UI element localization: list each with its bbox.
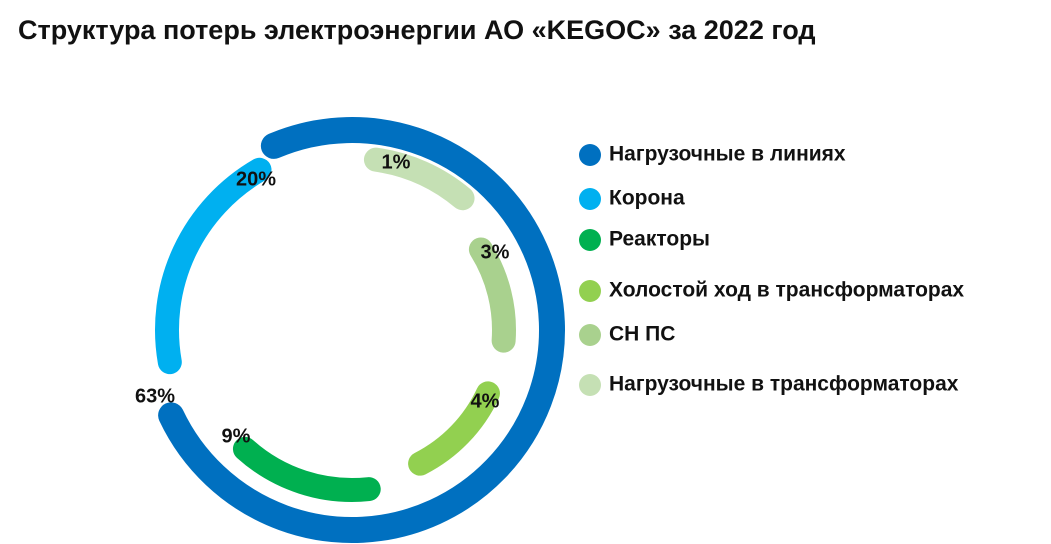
legend-marker (579, 229, 601, 251)
legend-marker (579, 280, 601, 302)
arc-segment (363, 147, 475, 211)
legend-marker (579, 188, 601, 210)
arc-segment (232, 436, 381, 502)
legend-marker (579, 374, 601, 396)
legend-label: Нагрузочные в трансформаторах (609, 373, 959, 396)
legend-label: Реакторы (609, 228, 710, 251)
legend-label: СН ПС (609, 323, 675, 346)
chart-title: Структура потерь электроэнергии АО «KEGO… (18, 15, 816, 45)
legend-marker (579, 324, 601, 346)
legend-marker (579, 144, 601, 166)
legend-label: Нагрузочные в линиях (609, 143, 846, 166)
value-label: 1% (382, 151, 411, 173)
value-label: 3% (481, 241, 510, 263)
arc-segment (468, 237, 516, 353)
arc-segment (408, 381, 500, 476)
legend-label: Холостой ход в трансформаторах (609, 279, 964, 302)
value-label: 9% (222, 425, 251, 447)
arc-segment (158, 117, 565, 543)
legend-label: Корона (609, 187, 685, 210)
arc-segment (155, 157, 272, 375)
value-label: 4% (471, 390, 500, 412)
value-label: 20% (236, 168, 276, 190)
value-label: 63% (135, 385, 175, 407)
